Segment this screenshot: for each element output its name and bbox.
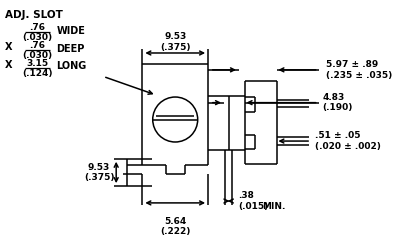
Text: 9.53
(.375): 9.53 (.375) <box>160 32 190 52</box>
Text: 5.64
(.222): 5.64 (.222) <box>160 217 190 236</box>
Text: LONG: LONG <box>56 62 86 71</box>
Text: X: X <box>5 60 12 70</box>
Text: (.124): (.124) <box>22 69 53 78</box>
Text: DEEP: DEEP <box>56 44 84 54</box>
Text: 3.15: 3.15 <box>26 59 48 68</box>
Text: 5.97 ± .89
(.235 ± .035): 5.97 ± .89 (.235 ± .035) <box>326 60 392 79</box>
Text: ADJ. SLOT: ADJ. SLOT <box>5 10 62 20</box>
Text: (.030): (.030) <box>22 33 52 42</box>
Text: (.030): (.030) <box>22 51 52 60</box>
Text: .76: .76 <box>30 41 46 50</box>
Text: 9.53
(.375): 9.53 (.375) <box>84 163 114 182</box>
Text: .51 ± .05
(.020 ± .002): .51 ± .05 (.020 ± .002) <box>315 131 381 151</box>
Text: WIDE: WIDE <box>56 26 85 36</box>
Text: .38
(.015): .38 (.015) <box>238 191 268 211</box>
Text: MIN.: MIN. <box>262 202 286 211</box>
Text: X: X <box>5 42 12 52</box>
Text: 4.83
(.190): 4.83 (.190) <box>322 93 353 112</box>
Text: .76: .76 <box>30 23 46 32</box>
